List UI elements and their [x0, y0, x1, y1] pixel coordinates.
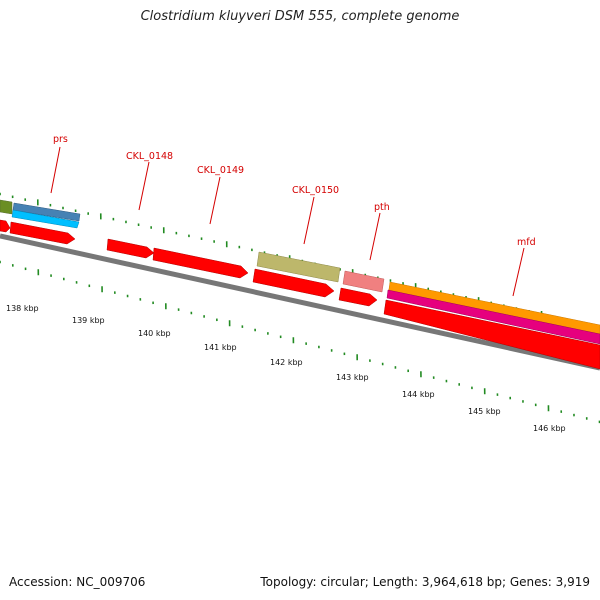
gene-magenta-bar	[386, 289, 600, 345]
cds-arrow-prs	[9, 221, 76, 245]
scale-label: 140 kbp	[138, 329, 171, 338]
scale-label: 138 kbp	[6, 304, 39, 313]
scale-label: 141 kbp	[204, 343, 237, 352]
svg-text:CKL_0149: CKL_0149	[197, 165, 244, 176]
svg-text:pth: pth	[374, 202, 390, 213]
cds-arrow-ckl0149	[152, 247, 249, 279]
scale-label: 139 kbp	[72, 316, 105, 325]
cds-arrow-left-edge	[0, 219, 11, 233]
cds-arrow-ckl0148	[106, 238, 155, 259]
gene-label-mfd[interactable]: mfd	[512, 237, 536, 297]
gene-label-ckl0148[interactable]: CKL_0148	[126, 151, 173, 211]
svg-text:CKL_0148: CKL_0148	[126, 151, 173, 162]
svg-text:CKL_0150: CKL_0150	[292, 185, 339, 196]
scale-label: 145 kbp	[468, 407, 501, 416]
cds-arrow-ckl0150	[252, 268, 335, 298]
cds-arrow-mfd	[383, 299, 600, 370]
svg-text:prs: prs	[53, 134, 68, 145]
accession-text: Accession: NC_009706	[9, 575, 146, 589]
map-title: Clostridium kluyveri DSM 555, complete g…	[140, 9, 460, 24]
genome-backbone	[0, 233, 600, 371]
scale-label: 144 kbp	[402, 390, 435, 399]
cds-arrow-pth	[338, 287, 378, 307]
svg-text:mfd: mfd	[517, 237, 536, 248]
topology-text: Topology: circular; Length: 3,964,618 bp…	[260, 575, 590, 589]
gene-skyblue-bar	[11, 209, 80, 229]
gene-salmon-bar	[342, 270, 385, 293]
gene-olive-bar	[256, 251, 341, 283]
scale-label: 146 kbp	[533, 424, 566, 433]
gene-green-bar	[0, 199, 13, 215]
gene-label-prs[interactable]: prs	[50, 134, 68, 194]
scale-label: 142 kbp	[270, 358, 303, 367]
scale-ticks	[0, 260, 600, 424]
gene-label-ckl0150[interactable]: CKL_0150	[292, 185, 339, 245]
scale-label: 143 kbp	[336, 373, 369, 382]
gene-label-ckl0149[interactable]: CKL_0149	[197, 165, 244, 225]
gene-label-pth[interactable]: pth	[369, 202, 390, 261]
gene-steelblue-bar	[12, 202, 81, 222]
